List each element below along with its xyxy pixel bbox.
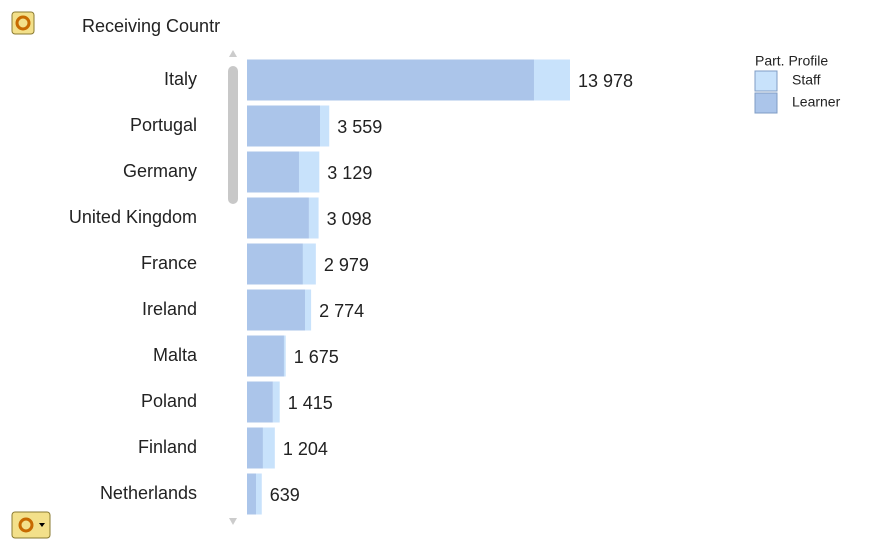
legend-swatch	[754, 92, 778, 114]
bar-segment	[247, 197, 309, 239]
bar-segment	[533, 59, 570, 101]
legend: Part. Profile Staff Learner	[754, 53, 841, 114]
bar-segment	[247, 105, 321, 147]
category-label: Malta	[153, 345, 198, 365]
bar-segment	[247, 59, 534, 101]
category-label: Ireland	[142, 299, 197, 319]
value-label: 3 129	[327, 163, 372, 183]
category-label: Netherlands	[100, 483, 197, 503]
bar-segment	[262, 427, 275, 469]
category-label: Italy	[164, 69, 197, 89]
category-label: France	[141, 253, 197, 273]
value-label: 2 979	[324, 255, 369, 275]
legend-title: Part. Profile	[755, 53, 828, 69]
bar-segment	[247, 243, 303, 285]
bar-segment	[304, 289, 312, 331]
category-label: United Kingdom	[69, 207, 197, 227]
bar-segment	[302, 243, 316, 285]
category-label: Finland	[138, 437, 197, 457]
bar-segment	[247, 381, 273, 423]
legend-label: Staff	[792, 72, 821, 88]
legend-label: Learner	[792, 94, 841, 110]
bar-segment	[247, 289, 305, 331]
bar-segment	[247, 473, 257, 515]
scrollbar[interactable]	[228, 50, 238, 525]
bar-segment	[247, 335, 284, 377]
chart-title: Receiving Countr	[82, 16, 220, 36]
legend-swatch	[754, 70, 778, 92]
bar-segment	[256, 473, 262, 515]
value-label: 3 559	[337, 117, 382, 137]
bar-segment	[320, 105, 330, 147]
value-label: 2 774	[319, 301, 364, 321]
category-label: Poland	[141, 391, 197, 411]
value-label: 1 675	[294, 347, 339, 367]
bar-segment	[247, 151, 299, 193]
menu-button[interactable]	[11, 511, 51, 539]
bar-segment	[298, 151, 320, 193]
bar-segment	[272, 381, 280, 423]
category-label: Germany	[123, 161, 197, 181]
category-label: Portugal	[130, 115, 197, 135]
refresh-button[interactable]	[11, 11, 35, 35]
value-label: 13 978	[578, 71, 633, 91]
value-label: 1 204	[283, 439, 328, 459]
value-label: 639	[270, 485, 300, 505]
value-label: 1 415	[288, 393, 333, 413]
bar-segment	[247, 427, 263, 469]
bar-segment	[308, 197, 319, 239]
value-label: 3 098	[327, 209, 372, 229]
bar-segment	[283, 335, 286, 377]
